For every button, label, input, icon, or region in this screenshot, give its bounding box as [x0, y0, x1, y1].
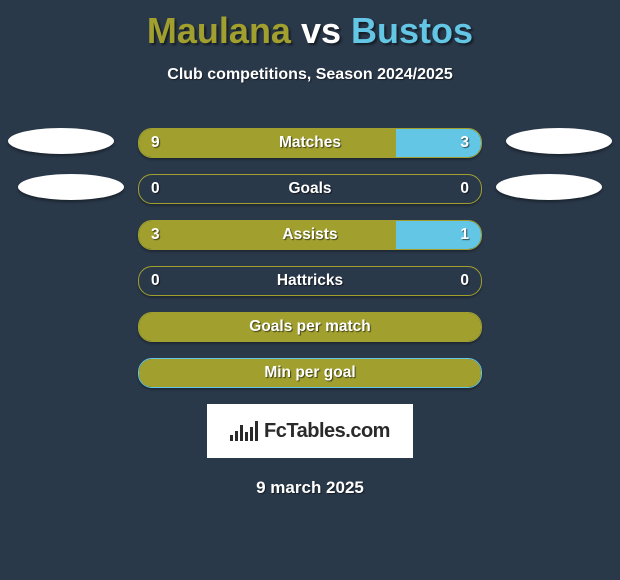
stat-row-hattricks: Hattricks00 — [138, 266, 482, 296]
logo-bars-icon — [230, 421, 258, 441]
bar-left — [139, 129, 396, 157]
stat-row-assists: Assists31 — [138, 220, 482, 250]
bar-left — [139, 359, 481, 387]
logo-text: FcTables.com — [264, 420, 390, 443]
page-title: Maulana vs Bustos — [0, 0, 620, 52]
title-player1: Maulana — [147, 10, 291, 51]
title-player2: Bustos — [351, 10, 473, 51]
bar-left — [139, 313, 481, 341]
bar-right — [396, 129, 482, 157]
date-stamp: 9 march 2025 — [0, 478, 620, 498]
stat-row-goals-per-match: Goals per match — [138, 312, 482, 342]
player2-badge-1 — [506, 128, 612, 154]
player1-badge-1 — [8, 128, 114, 154]
bar-left — [139, 221, 396, 249]
player1-badge-2 — [18, 174, 124, 200]
comparison-bars: Matches93 Goals00 Assists31 Hattricks00 Goal… — [0, 128, 620, 388]
title-vs: vs — [301, 10, 341, 51]
bar-right — [396, 221, 482, 249]
stat-row-goals: Goals00 — [138, 174, 482, 204]
player2-badge-2 — [496, 174, 602, 200]
stat-row-min-per-goal: Min per goal — [138, 358, 482, 388]
stat-row-matches: Matches93 — [138, 128, 482, 158]
fctables-logo: FcTables.com — [207, 404, 413, 458]
subtitle: Club competitions, Season 2024/2025 — [0, 66, 620, 84]
